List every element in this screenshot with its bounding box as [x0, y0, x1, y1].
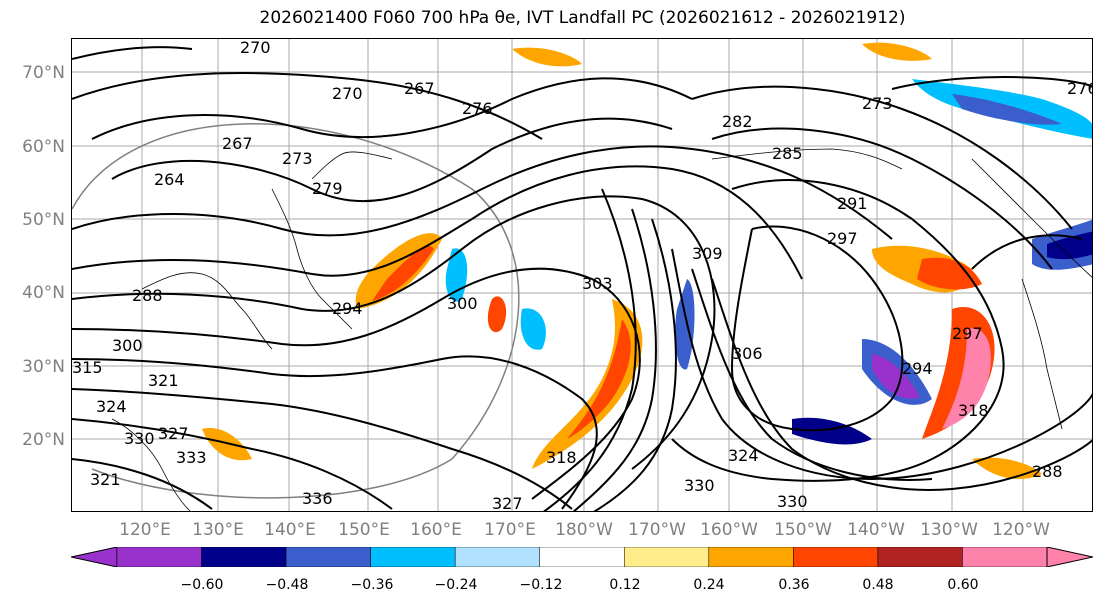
- contour-label: 330: [684, 476, 715, 495]
- colorbar-tick: 0.60: [947, 577, 979, 593]
- lon-label-130e: 130°E: [192, 520, 244, 540]
- colorbar: [71, 547, 1093, 567]
- contour-label: 291: [837, 194, 868, 213]
- lat-label-30: 30°N: [22, 357, 65, 377]
- colorbar-tick: −0.24: [434, 577, 478, 593]
- contour-label: 330: [124, 429, 155, 448]
- colorbar-segment: [201, 547, 287, 567]
- colorbar-tick: −0.36: [350, 577, 394, 593]
- colorbar-tick: 0.24: [693, 577, 725, 593]
- contour-label: 264: [154, 170, 185, 189]
- lon-label-160w: 160°W: [700, 520, 758, 540]
- colorbar-extend-max: [1046, 547, 1093, 567]
- contour-label: 279: [312, 179, 343, 198]
- colorbar-segment: [708, 547, 794, 567]
- contour-label: 294: [902, 359, 933, 378]
- colorbar-tick: 0.12: [609, 577, 641, 593]
- contour-label: 285: [772, 144, 803, 163]
- lon-label-150w: 150°W: [774, 520, 832, 540]
- colorbar-segment: [285, 547, 371, 567]
- contour-label: 303: [582, 274, 613, 293]
- contour-label: 321: [90, 470, 121, 489]
- lat-label-60: 60°N: [22, 137, 65, 157]
- contour-label: 309: [692, 244, 723, 263]
- contour-label: 273: [282, 149, 313, 168]
- contour-label: 336: [302, 489, 333, 508]
- contour-label: 288: [1032, 462, 1063, 481]
- contour-label: 333: [176, 448, 207, 467]
- contour-label: 324: [728, 446, 759, 465]
- colorbar-segment: [793, 547, 879, 567]
- lat-label-70: 70°N: [22, 63, 65, 83]
- contour-label: 324: [96, 397, 127, 416]
- colorbar-tick: 0.48: [862, 577, 894, 593]
- lon-label-140e: 140°E: [264, 520, 316, 540]
- lon-label-120w: 120°W: [992, 520, 1050, 540]
- contour-label: 318: [958, 401, 989, 420]
- landfall-circle: [72, 123, 520, 499]
- contour-label: 297: [827, 229, 858, 248]
- coastlines: [111, 148, 1092, 511]
- colorbar-segment: [624, 547, 710, 567]
- theta-e-contours: [72, 46, 1092, 511]
- contour-label: 276: [1067, 79, 1093, 98]
- lon-label-140w: 140°W: [847, 520, 905, 540]
- lon-label-130w: 130°W: [920, 520, 978, 540]
- map-panel: 270 267 276 270 267 264 273 279 282 285 …: [71, 38, 1093, 512]
- colorbar-segment: [539, 547, 625, 567]
- colorbar-segments: [116, 547, 1048, 567]
- lon-label-160e: 160°E: [410, 520, 462, 540]
- lon-label-120e: 120°E: [119, 520, 171, 540]
- lon-label-170e: 170°E: [484, 520, 536, 540]
- lon-label-180w: 180°W: [555, 520, 613, 540]
- colorbar-segment: [962, 547, 1048, 567]
- lon-label-150e: 150°E: [338, 520, 390, 540]
- colorbar-tick: 0.36: [778, 577, 810, 593]
- contour-label: 330: [777, 492, 808, 511]
- contour-label: 282: [722, 112, 753, 131]
- contour-label: 318: [546, 448, 577, 467]
- colorbar-tick: −0.12: [519, 577, 563, 593]
- contour-label: 315: [72, 358, 103, 377]
- colorbar-tick: −0.60: [180, 577, 224, 593]
- contour-label: 267: [404, 79, 435, 98]
- contour-label: 276: [462, 99, 493, 118]
- contour-label: 288: [132, 286, 163, 305]
- pc-shading: [202, 42, 1092, 479]
- contour-label: 321: [148, 371, 179, 390]
- contour-label: 273: [862, 94, 893, 113]
- colorbar-segment: [877, 547, 963, 567]
- colorbar-extend-min: [71, 547, 118, 567]
- contour-label: 300: [112, 336, 143, 355]
- lat-label-50: 50°N: [22, 210, 65, 230]
- contour-label: 327: [158, 424, 189, 443]
- lon-label-170w: 170°W: [628, 520, 686, 540]
- map-title: 2026021400 F060 700 hPa θe, IVT Landfall…: [259, 8, 906, 28]
- contour-label: 327: [492, 494, 523, 512]
- contour-label: 300: [447, 294, 478, 313]
- map-canvas: 270 267 276 270 267 264 273 279 282 285 …: [72, 39, 1093, 512]
- lat-label-40: 40°N: [22, 283, 65, 303]
- colorbar-segment: [454, 547, 540, 567]
- contour-label: 306: [732, 344, 763, 363]
- contour-label: 297: [952, 324, 983, 343]
- contour-label: 270: [332, 84, 363, 103]
- contour-label: 294: [332, 299, 363, 318]
- colorbar-segment: [116, 547, 202, 567]
- colorbar-segment: [370, 547, 456, 567]
- lat-label-20: 20°N: [22, 430, 65, 450]
- contour-label: 267: [222, 134, 253, 153]
- contour-label: 270: [240, 39, 271, 57]
- colorbar-tick: −0.48: [265, 577, 309, 593]
